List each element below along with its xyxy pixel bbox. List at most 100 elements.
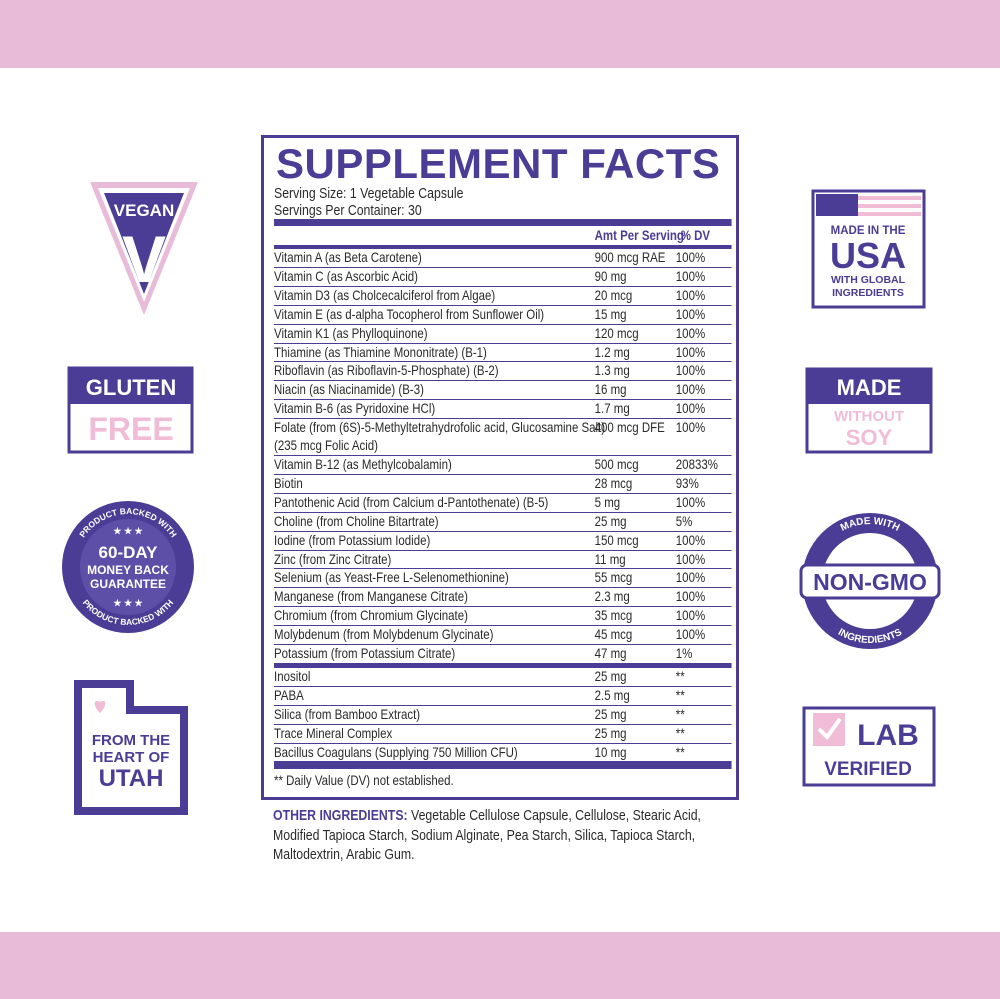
nutrient-dv: 100%: [675, 343, 706, 360]
nutrient-name: Molybdenum (from Molybdenum Glycinate): [274, 626, 494, 643]
nutrient-dv: 100%: [675, 550, 706, 567]
nutrient-cell: Chromium (from Chromium Glycinate): [274, 607, 595, 625]
usa-line: INGREDIENTS: [832, 287, 904, 299]
nutrient-name: Vitamin B-12 (as Methylcobalamin): [274, 455, 452, 472]
vegan-mark: V: [122, 222, 166, 296]
nutrient-dv: 93%: [675, 474, 699, 491]
non-gmo-label: NON-GMO: [813, 569, 927, 595]
nutrient-cell: Zinc (from Zinc Citrate): [274, 551, 595, 569]
nutrient-name: Riboflavin (as Riboflavin-5-Phosphate) (…: [274, 362, 499, 379]
nutrient-row: Vitamin E (as d-alpha Tocopherol from Su…: [274, 306, 732, 325]
nutrient-row: Niacin (as Niacinamide) (B-3) 16 mg 100%: [274, 381, 732, 401]
nutrient-dv: 100%: [675, 381, 706, 398]
nutrient-dv: 100%: [675, 305, 706, 322]
nutrient-amount: 90 mg: [594, 267, 627, 284]
nutrient-cell: Potassium (from Potassium Citrate): [274, 645, 595, 663]
gluten-line: FREE: [88, 411, 173, 447]
nutrient-row: Vitamin B-12 (as Methylcobalamin) 500 mcg…: [274, 456, 732, 475]
nutrient-amount: 35 mcg: [594, 607, 633, 624]
nutrient-amount: 25 mg: [594, 667, 627, 684]
nutrient-amount: 16 mg: [594, 381, 627, 398]
nutrient-amount: 2.3 mg: [594, 588, 630, 605]
nutrient-amount: 500 mcg: [594, 455, 639, 472]
nutrient-amount: 28 mcg: [594, 474, 633, 491]
nutrient-name: Choline (from Choline Bitartrate): [274, 512, 439, 529]
nutrient-dv: **: [675, 724, 685, 741]
nutrient-row: Bacillus Coagulans (Supplying 750 Millio…: [274, 744, 732, 763]
nutrient-row: Molybdenum (from Molybdenum Glycinate) 45…: [274, 626, 732, 646]
nutrient-row: Zinc (from Zinc Citrate) 11 mg 100%: [274, 551, 732, 570]
other-ingredients: OTHER INGREDIENTS: Vegetable Cellulose C…: [273, 806, 732, 865]
nutrient-dv: 5%: [675, 512, 693, 529]
facts-title: SUPPLEMENT FACTS: [276, 140, 721, 187]
nutrient-amount: 150 mcg: [594, 531, 639, 548]
nutrient-amount: 55 mcg: [594, 569, 633, 586]
servings-per-container: Servings Per Container: 30: [274, 202, 422, 219]
other-rows: Inositol 25 mg ** PABA 2.5 mg ** Silica (from …: [274, 668, 732, 763]
nutrient-dv: **: [675, 743, 685, 760]
lab-badge: LAB VERIFIED: [802, 706, 936, 787]
nutrient-name: Pantothenic Acid (from Calcium d-Pantoth…: [274, 493, 549, 510]
nutrient-amount: 15 mg: [594, 305, 627, 322]
nutrient-name: Potassium (from Potassium Citrate): [274, 645, 456, 662]
nutrient-cell: Inositol: [274, 668, 595, 686]
nutrient-dv: **: [675, 667, 685, 684]
nutrient-amount: 10 mg: [594, 743, 627, 760]
nutrient-dv: 100%: [675, 588, 706, 605]
nutrient-row: Vitamin C (as Ascorbic Acid) 90 mg 100%: [274, 268, 732, 287]
nutrient-cell: Folate (from (6S)-5-Methyltetrahydrofoli…: [274, 419, 605, 455]
nutrient-name: Zinc (from Zinc Citrate): [274, 550, 392, 567]
nutrient-amount: 2.5 mg: [594, 686, 630, 703]
stars: ★ ★ ★: [113, 598, 143, 608]
nutrient-row: Pantothenic Acid (from Calcium d-Pantoth…: [274, 494, 732, 513]
nutrient-cell: Vitamin B-6 (as Pyridoxine HCl): [274, 400, 595, 418]
nutrient-name: Vitamin K1 (as Phylloquinone): [274, 324, 428, 341]
nutrient-cell: Thiamine (as Thiamine Mononitrate) (B-1): [274, 344, 595, 362]
nutrient-cell: Manganese (from Manganese Citrate): [274, 588, 595, 606]
nutrient-dv: 100%: [675, 531, 706, 548]
nutrient-dv: **: [675, 686, 685, 703]
nutrient-name: Biotin: [274, 474, 303, 491]
nutrient-row: Chromium (from Chromium Glycinate) 35 mcg…: [274, 607, 732, 627]
dv-header: % DV: [680, 227, 711, 243]
nutrient-cell: Vitamin E (as d-alpha Tocopherol from Su…: [274, 306, 595, 324]
nutrient-row: Selenium (as Yeast-Free L-Selenomethioni…: [274, 569, 732, 589]
nutrient-name: Thiamine (as Thiamine Mononitrate) (B-1): [274, 343, 487, 360]
nutrient-amount: 400 mcg DFE: [594, 419, 665, 436]
nutrient-amount: 1.7 mg: [594, 400, 630, 417]
nutrient-cell: Vitamin D3 (as Cholcecalciferol from Alg…: [274, 287, 595, 305]
rule: [274, 219, 732, 226]
vegan-label: VEGAN: [114, 201, 174, 220]
rule: [274, 663, 732, 668]
nutrient-dv: 100%: [675, 569, 706, 586]
lab-line: LAB: [857, 719, 919, 752]
nutrient-dv: 1%: [675, 645, 693, 662]
serving-size: Serving Size: 1 Vegetable Capsule: [274, 185, 464, 202]
utah-line: UTAH: [99, 765, 164, 792]
nutrient-name: Vitamin B-6 (as Pyridoxine HCl): [274, 400, 436, 417]
nutrient-row: Trace Mineral Complex 25 mg **: [274, 725, 732, 744]
nutrient-name: Selenium (as Yeast-Free L-Selenomethioni…: [274, 569, 509, 586]
nutrient-name: Vitamin A (as Beta Carotene): [274, 249, 422, 265]
soy-badge: MADE WITHOUT SOY: [805, 367, 933, 454]
nutrient-cell: Biotin: [274, 475, 595, 493]
nutrient-name: Bacillus Coagulans (Supplying 750 Millio…: [274, 743, 518, 760]
utah-line: HEART OF: [93, 749, 170, 766]
nutrient-cell: Vitamin K1 (as Phylloquinone): [274, 325, 595, 343]
nutrient-dv: 100%: [675, 324, 706, 341]
nutrient-row: Manganese (from Manganese Citrate) 2.3 mg…: [274, 588, 732, 608]
non-gmo-badge: MADE WITH INGREDIENTS NON-GMO: [799, 513, 941, 649]
rule: [274, 245, 732, 249]
soy-line: MADE: [837, 375, 902, 400]
nutrient-cell: Trace Mineral Complex: [274, 725, 595, 743]
nutrient-name: Silica (from Bamboo Extract): [274, 705, 421, 722]
top-band: [0, 0, 1000, 68]
guarantee-line: MONEY BACK: [87, 563, 169, 577]
usa-line: MADE IN THE: [831, 225, 906, 237]
rule: [274, 762, 732, 770]
nutrient-dv: 100%: [675, 607, 706, 624]
nutrient-cell: Riboflavin (as Riboflavin-5-Phosphate) (…: [274, 362, 595, 380]
nutrient-name: Manganese (from Manganese Citrate): [274, 588, 468, 605]
